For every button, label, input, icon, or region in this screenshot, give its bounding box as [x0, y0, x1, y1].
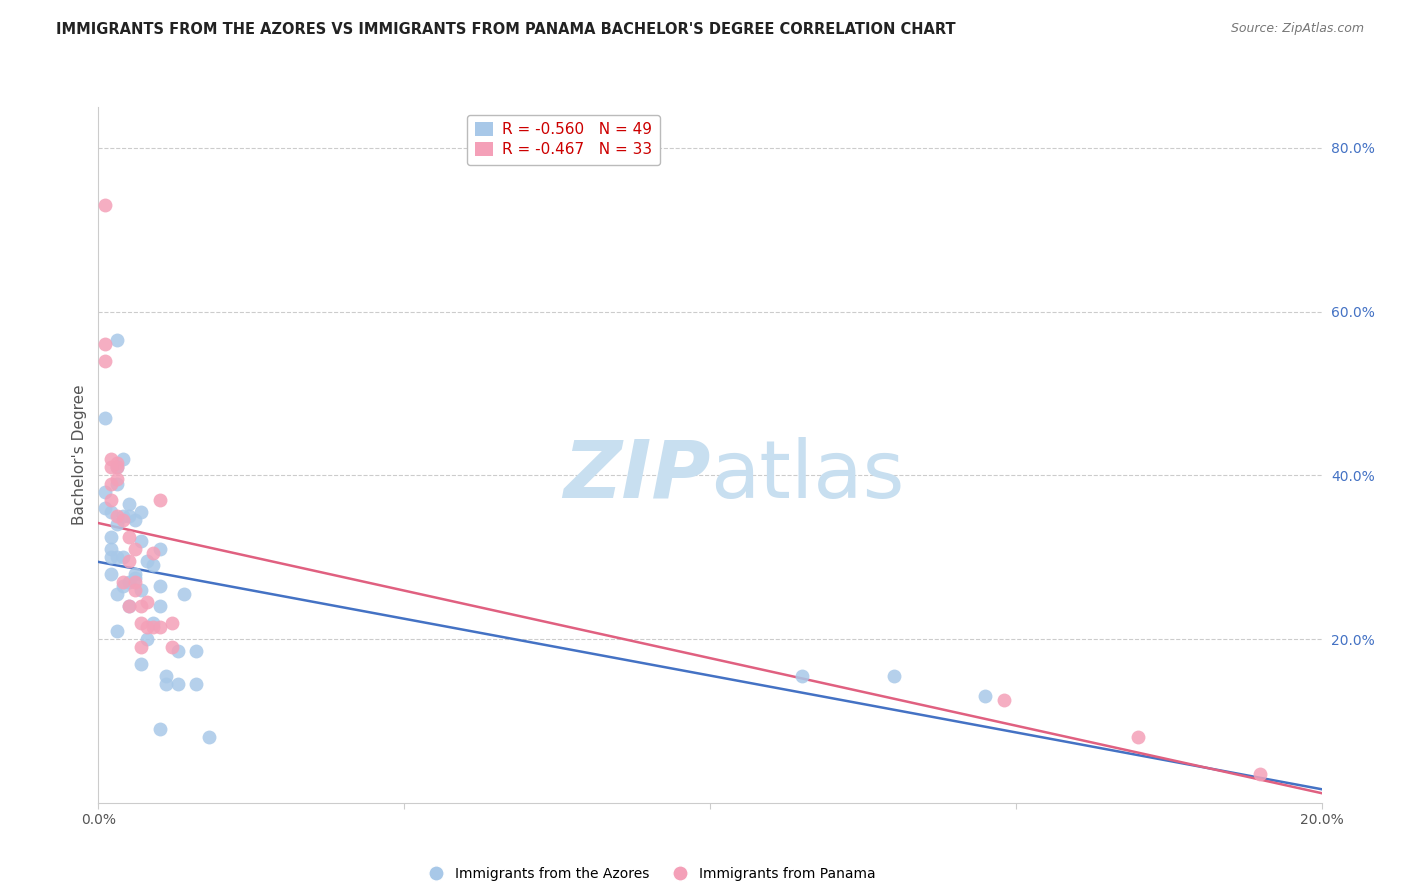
Point — [105, 550, 128, 565]
Point — [105, 624, 128, 638]
Point — [149, 599, 172, 614]
Point — [105, 456, 128, 470]
Point — [100, 566, 122, 581]
Point — [100, 452, 122, 467]
Legend: Immigrants from the Azores, Immigrants from Panama: Immigrants from the Azores, Immigrants f… — [416, 861, 882, 887]
Point — [155, 677, 177, 691]
Point — [105, 509, 128, 524]
Point — [136, 620, 159, 634]
Point — [105, 334, 128, 348]
Point — [118, 509, 141, 524]
Point — [160, 640, 183, 655]
Point — [136, 595, 159, 609]
Point — [124, 566, 146, 581]
Point — [100, 530, 122, 544]
Point — [160, 615, 183, 630]
Point — [105, 460, 128, 475]
Point — [149, 722, 172, 736]
Point — [124, 542, 146, 557]
Point — [111, 452, 134, 467]
Point — [186, 677, 208, 691]
Point — [105, 476, 128, 491]
Point — [105, 517, 128, 532]
Point — [136, 554, 159, 568]
Text: IMMIGRANTS FROM THE AZORES VS IMMIGRANTS FROM PANAMA BACHELOR'S DEGREE CORRELATI: IMMIGRANTS FROM THE AZORES VS IMMIGRANTS… — [56, 22, 956, 37]
Point — [1249, 767, 1271, 781]
Point — [118, 574, 141, 589]
Point — [118, 497, 141, 511]
Point — [129, 615, 152, 630]
Point — [111, 574, 134, 589]
Point — [93, 353, 115, 368]
Point — [129, 533, 152, 548]
Point — [111, 509, 134, 524]
Point — [136, 632, 159, 646]
Point — [124, 582, 146, 597]
Point — [129, 640, 152, 655]
Point — [883, 669, 905, 683]
Point — [100, 492, 122, 507]
Point — [167, 677, 190, 691]
Point — [118, 599, 141, 614]
Text: Source: ZipAtlas.com: Source: ZipAtlas.com — [1230, 22, 1364, 36]
Point — [93, 501, 115, 516]
Point — [93, 337, 115, 351]
Point — [974, 690, 997, 704]
Point — [142, 546, 165, 560]
Point — [129, 657, 152, 671]
Point — [118, 530, 141, 544]
Point — [149, 579, 172, 593]
Point — [100, 550, 122, 565]
Point — [173, 587, 195, 601]
Point — [149, 492, 172, 507]
Point — [100, 476, 122, 491]
Point — [155, 669, 177, 683]
Point — [124, 571, 146, 585]
Point — [124, 574, 146, 589]
Point — [167, 644, 190, 658]
Point — [100, 542, 122, 557]
Point — [142, 558, 165, 573]
Text: ZIP: ZIP — [562, 437, 710, 515]
Point — [790, 669, 813, 683]
Point — [100, 505, 122, 519]
Point — [93, 411, 115, 425]
Point — [105, 460, 128, 475]
Point — [111, 550, 134, 565]
Point — [100, 460, 122, 475]
Point — [149, 542, 172, 557]
Point — [111, 513, 134, 527]
Point — [129, 582, 152, 597]
Point — [129, 505, 152, 519]
Point — [105, 587, 128, 601]
Point — [197, 731, 219, 745]
Point — [118, 554, 141, 568]
Text: atlas: atlas — [710, 437, 904, 515]
Point — [149, 620, 172, 634]
Y-axis label: Bachelor's Degree: Bachelor's Degree — [72, 384, 87, 525]
Point — [142, 620, 165, 634]
Point — [186, 644, 208, 658]
Point — [124, 513, 146, 527]
Point — [111, 579, 134, 593]
Point — [1128, 731, 1150, 745]
Point — [93, 484, 115, 499]
Point — [105, 473, 128, 487]
Point — [93, 198, 115, 212]
Point — [142, 615, 165, 630]
Point — [129, 599, 152, 614]
Point — [993, 693, 1015, 707]
Point — [118, 599, 141, 614]
